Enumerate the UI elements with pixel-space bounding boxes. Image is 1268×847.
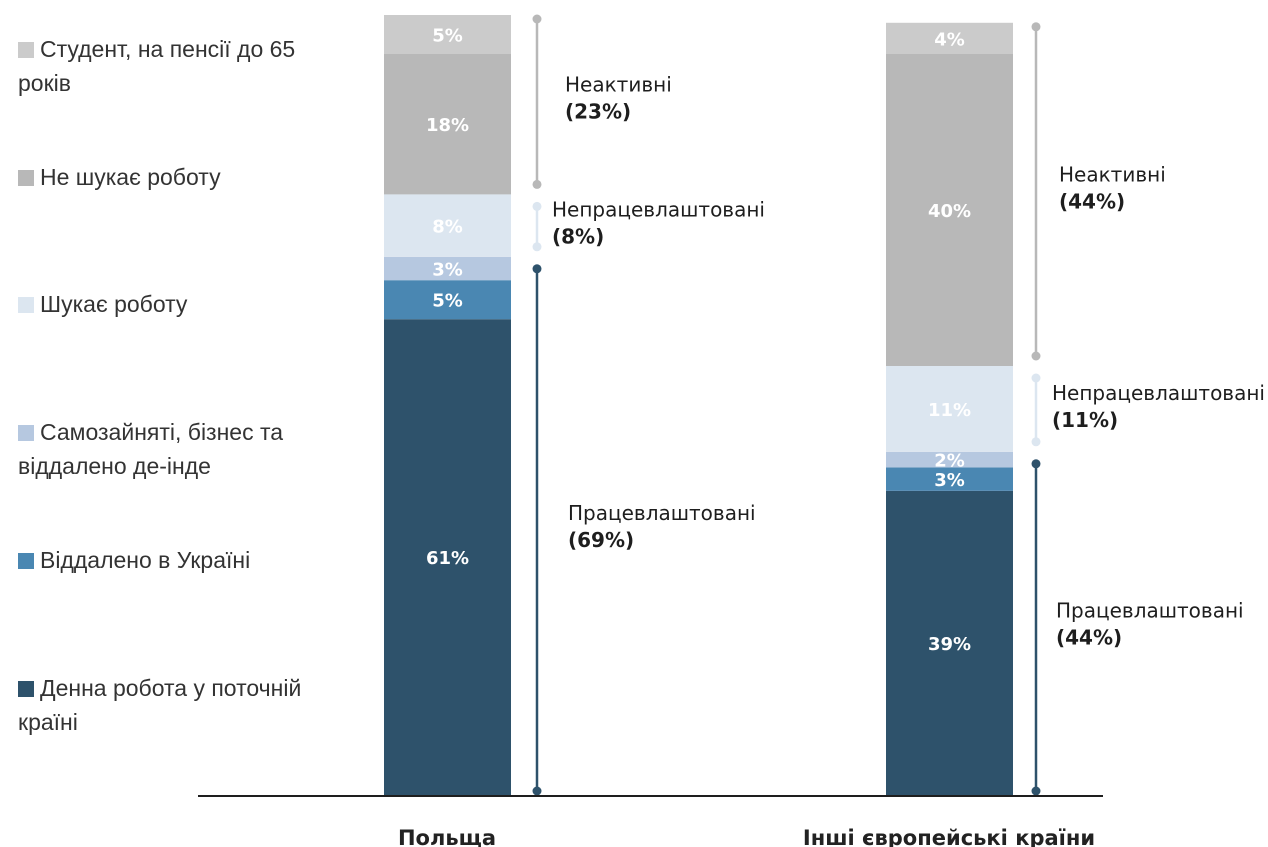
legend-item-self-employed: Самозайняті, бізнес та віддалено де-інде (18, 415, 348, 483)
bar-segment (384, 194, 511, 257)
data-label: 11% (928, 400, 971, 421)
legend-label: Денна робота у поточній країні (18, 675, 302, 735)
group-bracket-dot (532, 179, 542, 189)
data-label: 3% (934, 470, 965, 491)
legend-label: Шукає роботу (40, 291, 188, 317)
data-label: 39% (928, 634, 971, 655)
group-label: Працевлаштовані (568, 501, 756, 525)
group-bracket-dot (532, 786, 542, 796)
bar-segment (384, 256, 511, 281)
group-bracket-dot (1031, 373, 1041, 383)
legend-item-remote-ukraine: Віддалено в Україні (18, 543, 348, 577)
legend-swatch (18, 42, 34, 58)
data-label: 40% (928, 201, 971, 222)
legend-label: Віддалено в Україні (40, 547, 251, 573)
legend-item-seeking-work: Шукає роботу (18, 287, 348, 321)
bar-segment (886, 490, 1013, 795)
group-bracket-dot (532, 14, 542, 24)
legend-swatch (18, 681, 34, 697)
data-label: 4% (934, 29, 965, 50)
legend-label: Студент, на пенсії до 65 років (18, 36, 296, 96)
group-bracket-dot (532, 264, 542, 274)
legend-label: Не шукає роботу (40, 164, 221, 190)
group-label: Непрацевлаштовані (552, 198, 765, 222)
group-label: Неактивні (565, 73, 672, 97)
data-label: 5% (432, 291, 463, 312)
legend-item-not-seeking-work: Не шукає роботу (18, 160, 348, 194)
group-bracket-dot (1031, 459, 1041, 469)
bar-segment (384, 319, 511, 795)
group-label: Непрацевлаштовані (1052, 381, 1265, 405)
group-value-label: (44%) (1059, 189, 1125, 213)
group-bracket-dot (1031, 786, 1041, 796)
legend-label: Самозайняті, бізнес та віддалено де-інде (18, 419, 284, 479)
category-label: Польща (398, 826, 496, 847)
legend-item-student-retired: Студент, на пенсії до 65 років (18, 32, 348, 100)
group-bracket-dot (1031, 22, 1041, 32)
data-label: 2% (934, 451, 965, 472)
bar-segment (886, 54, 1013, 366)
data-label: 3% (432, 260, 463, 281)
group-value-label: (23%) (565, 100, 631, 124)
bar-segment (886, 451, 1013, 468)
group-value-label: (44%) (1056, 625, 1122, 649)
legend-item-day-job: Денна робота у поточній країні (18, 671, 348, 739)
group-bracket-dot (1031, 351, 1041, 361)
group-label: Працевлаштовані (1056, 598, 1244, 622)
bar-segment (384, 280, 511, 320)
group-value-label: (69%) (568, 528, 634, 552)
group-bracket-dot (532, 201, 542, 211)
category-label: Інші європейські країни (803, 826, 1095, 847)
group-bracket-dot (532, 242, 542, 252)
bar-segment (886, 467, 1013, 491)
data-label: 61% (426, 548, 469, 569)
bar-segment (384, 15, 511, 54)
legend-swatch (18, 553, 34, 569)
bar-segment (886, 22, 1013, 54)
group-value-label: (11%) (1052, 408, 1118, 432)
legend-swatch (18, 170, 34, 186)
group-bracket-dot (1031, 437, 1041, 447)
data-label: 18% (426, 115, 469, 136)
bar-segment (384, 54, 511, 195)
bar-segment (886, 366, 1013, 452)
group-value-label: (8%) (552, 225, 604, 249)
legend-swatch (18, 297, 34, 313)
data-label: 8% (432, 217, 463, 238)
legend-swatch (18, 425, 34, 441)
group-label: Неактивні (1059, 162, 1166, 186)
data-label: 5% (432, 26, 463, 47)
